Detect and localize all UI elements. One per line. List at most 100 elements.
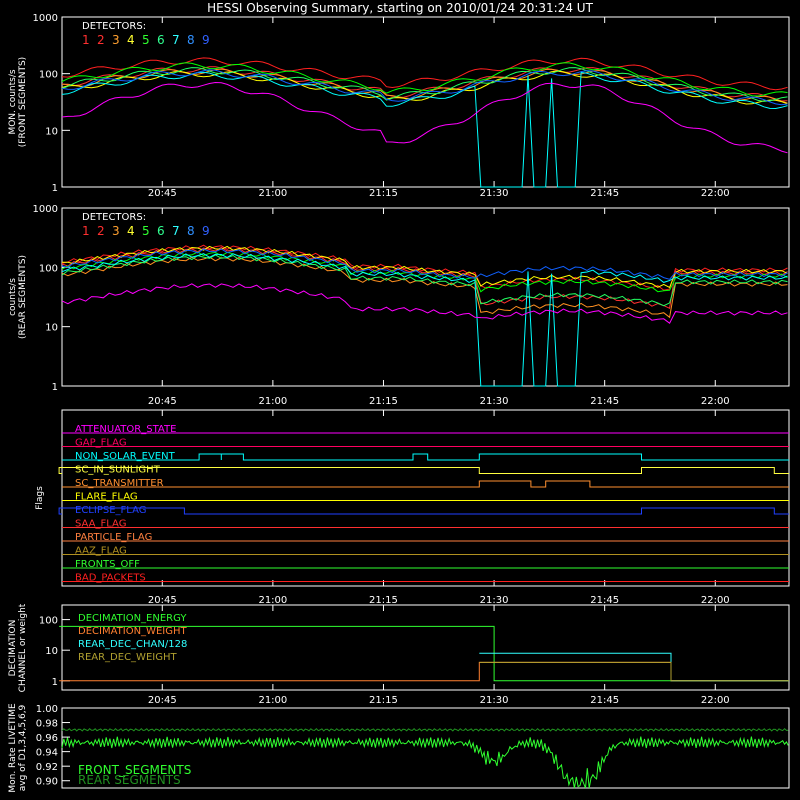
decimation-legend: DECIMATION_ENERGY [78, 613, 187, 624]
x-tick-label: 21:15 [369, 595, 398, 606]
flag-label: SAA_FLAG [75, 519, 126, 530]
front-series-line [61, 71, 788, 188]
flag-label: ECLIPSE_FLAG [75, 505, 146, 516]
livetime-line [61, 727, 789, 732]
front-series-line [61, 69, 788, 106]
flags-ylabel: Flags [35, 486, 45, 510]
y-tick-label: 1 [52, 677, 58, 688]
front-series-line [61, 81, 788, 154]
detector-number: 9 [202, 33, 210, 47]
detector-number: 5 [142, 33, 150, 47]
x-tick-label: 21:00 [258, 595, 287, 606]
rear-detectors-label: DETECTORS: [82, 212, 146, 223]
x-tick-label: 21:45 [590, 695, 619, 706]
rear-series-line [61, 283, 788, 324]
x-tick-label: 21:15 [369, 396, 398, 407]
detector-number: 2 [97, 224, 105, 238]
decimation-legend: DECIMATION_WEIGHT [78, 626, 187, 637]
y-tick-label: 0.94 [36, 748, 58, 759]
detector-number: 1 [82, 224, 90, 238]
x-tick-label: 21:30 [480, 595, 509, 606]
x-tick-label: 22:00 [701, 396, 730, 407]
x-tick-label: 22:00 [701, 188, 730, 199]
flag-label: NON_SOLAR_EVENT [75, 451, 176, 462]
y-tick-label: 1.00 [36, 704, 58, 715]
chart-title: HESSI Observing Summary, starting on 201… [207, 1, 593, 15]
y-tick-label: 100 [39, 70, 58, 81]
x-tick-label: 20:45 [148, 396, 177, 407]
chart-dynamic-layer: 20:45 21:00 21:15 21:30 21:45 22:00 20:45 21:00… [33, 13, 789, 789]
rear-ylabel-2: (REAR SEGMENTS) [18, 255, 28, 339]
y-tick-label: 100 [39, 616, 58, 627]
y-tick-label: 10 [45, 126, 58, 137]
livetime-panel-frame [61, 707, 790, 789]
front-panel-frame [61, 16, 790, 188]
detector-number: 5 [142, 224, 150, 238]
y-tick-label: 10 [45, 323, 58, 334]
decimation-ylabel-2: CHANNEL or weight [18, 603, 28, 692]
x-tick-label: 21:00 [258, 695, 287, 706]
detector-number: 8 [187, 224, 195, 238]
front-detectors-label: DETECTORS: [82, 21, 146, 32]
y-tick-label: 100 [39, 263, 58, 274]
flag-line [62, 453, 789, 461]
detector-number: 4 [127, 224, 135, 238]
x-tick-label: 21:30 [480, 188, 509, 199]
y-tick-label: 0.96 [36, 733, 58, 744]
decimation-ylabel-1: DECIMATION [8, 620, 18, 677]
y-tick-label: 0.90 [36, 777, 58, 788]
detector-number: 8 [187, 33, 195, 47]
rear-series-line [61, 248, 788, 280]
y-tick-label: 1 [52, 382, 58, 393]
x-tick-label: 21:00 [258, 396, 287, 407]
flag-label: FLARE_FLAG [75, 492, 138, 503]
x-tick-label: 20:45 [148, 595, 177, 606]
decimation-panel-frame [61, 604, 790, 691]
detector-number: 9 [202, 224, 210, 238]
detector-number: 6 [157, 224, 165, 238]
flag-label: FRONTS_OFF [75, 559, 140, 570]
flag-label: SC_TRANSMITTER [75, 478, 164, 489]
x-tick-label: 21:45 [590, 188, 619, 199]
detector-number: 7 [172, 33, 180, 47]
flag-label: BAD_PACKETS [75, 573, 146, 584]
decimation-line [479, 652, 789, 682]
flag-line [58, 467, 789, 474]
x-tick-label: 20:45 [148, 695, 177, 706]
x-tick-label: 21:15 [369, 695, 398, 706]
rear-ylabel-1: counts/s [8, 278, 18, 316]
x-tick-label: 21:15 [369, 188, 398, 199]
y-tick-label: 0.92 [36, 762, 58, 773]
livetime-legend: REAR SEGMENTS [78, 773, 181, 787]
y-tick-label: 1000 [33, 204, 58, 215]
decimation-legend: REAR_DEC_CHAN/128 [78, 639, 187, 650]
flags-panel-frame [61, 409, 790, 587]
livetime-line [61, 736, 789, 789]
detector-number: 6 [157, 33, 165, 47]
flag-label: PARTICLE_FLAG [75, 532, 152, 543]
detector-number: 3 [112, 224, 120, 238]
decimation-line [479, 661, 789, 682]
x-tick-label: 22:00 [701, 595, 730, 606]
flag-label: SC_IN_SUNLIGHT [75, 465, 161, 476]
flag-label: ATTENUATOR_STATE [75, 424, 176, 435]
decimation-line [59, 661, 789, 682]
flag-line [58, 507, 789, 515]
detector-number: 1 [82, 33, 90, 47]
detector-number: 3 [112, 33, 120, 47]
rear-series-line [61, 256, 788, 319]
rear-series-line [61, 244, 788, 291]
detector-number: 2 [97, 33, 105, 47]
livetime-legend: FRONT_SEGMENTS [78, 763, 191, 777]
x-tick-label: 21:00 [258, 188, 287, 199]
y-tick-label: 0.98 [36, 719, 58, 730]
rear-series-line [61, 245, 788, 289]
rear-panel-frame [61, 207, 790, 387]
flag-label: AAZ_FLAG [75, 546, 127, 557]
front-ylabel-2: (FRONT SEGMENTS) [18, 57, 28, 147]
x-tick-label: 21:30 [480, 396, 509, 407]
front-series-line [61, 62, 788, 97]
detector-number: 7 [172, 224, 180, 238]
